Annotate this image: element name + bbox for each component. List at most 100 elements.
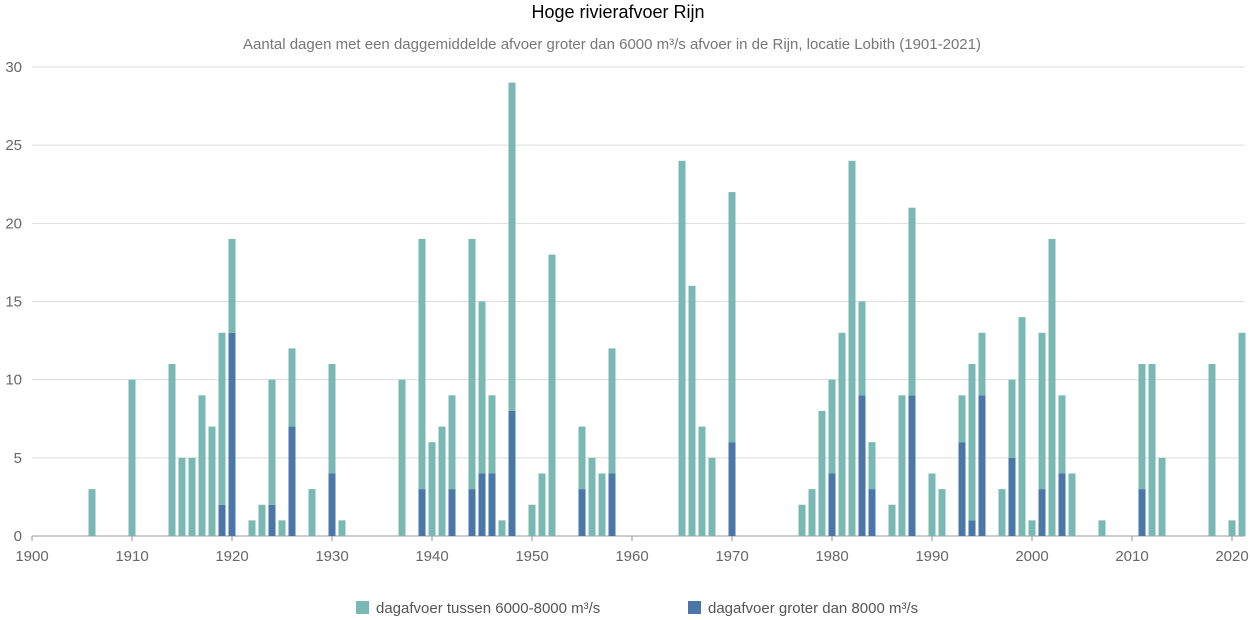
bar-above-8000-1984[interactable] bbox=[868, 489, 876, 536]
bar-above-8000-1924[interactable] bbox=[268, 504, 276, 536]
bar-6000-8000-1955[interactable] bbox=[578, 426, 586, 490]
bar-6000-8000-1995[interactable] bbox=[978, 332, 986, 396]
bar-above-8000-1919[interactable] bbox=[218, 504, 226, 536]
bar-6000-8000-1984[interactable] bbox=[868, 442, 876, 490]
bar-6000-8000-1923[interactable] bbox=[258, 504, 266, 536]
bar-6000-8000-2001[interactable] bbox=[1038, 332, 1046, 490]
bar-6000-8000-1939[interactable] bbox=[418, 238, 426, 490]
bar-6000-8000-1925[interactable] bbox=[278, 520, 286, 536]
bar-6000-8000-1930[interactable] bbox=[328, 364, 336, 474]
bar-6000-8000-1917[interactable] bbox=[198, 395, 206, 536]
bar-above-8000-1926[interactable] bbox=[288, 426, 296, 536]
bar-6000-8000-1979[interactable] bbox=[818, 410, 826, 536]
bar-6000-8000-1916[interactable] bbox=[188, 457, 196, 536]
bar-6000-8000-1951[interactable] bbox=[538, 473, 546, 536]
bar-6000-8000-1980[interactable] bbox=[828, 379, 836, 474]
bar-6000-8000-1987[interactable] bbox=[898, 395, 906, 536]
bar-6000-8000-1957[interactable] bbox=[598, 473, 606, 536]
bar-6000-8000-1948[interactable] bbox=[508, 82, 516, 411]
bar-above-8000-1955[interactable] bbox=[578, 489, 586, 536]
bar-6000-8000-1942[interactable] bbox=[448, 395, 456, 490]
bar-6000-8000-2013[interactable] bbox=[1158, 457, 1166, 536]
bar-6000-8000-1982[interactable] bbox=[848, 160, 856, 537]
bar-6000-8000-1977[interactable] bbox=[798, 504, 806, 536]
bar-above-8000-1980[interactable] bbox=[828, 473, 836, 536]
bar-6000-8000-1991[interactable] bbox=[938, 489, 946, 536]
bar-6000-8000-1919[interactable] bbox=[218, 332, 226, 505]
bar-6000-8000-2021[interactable] bbox=[1238, 332, 1246, 536]
bar-6000-8000-1931[interactable] bbox=[338, 520, 346, 536]
bar-6000-8000-1940[interactable] bbox=[428, 442, 436, 536]
bar-6000-8000-2002[interactable] bbox=[1048, 238, 1056, 536]
bar-above-8000-1945[interactable] bbox=[478, 473, 486, 536]
bar-above-8000-2003[interactable] bbox=[1058, 473, 1066, 536]
bar-6000-8000-1990[interactable] bbox=[928, 473, 936, 536]
bar-above-8000-1983[interactable] bbox=[858, 395, 866, 536]
legend-label-above[interactable]: dagafvoer groter dan 8000 m³/s bbox=[708, 600, 918, 617]
bar-6000-8000-1967[interactable] bbox=[698, 426, 706, 536]
bar-6000-8000-1910[interactable] bbox=[128, 379, 136, 536]
bar-6000-8000-1941[interactable] bbox=[438, 426, 446, 536]
bar-6000-8000-2003[interactable] bbox=[1058, 395, 1066, 474]
bar-6000-8000-1966[interactable] bbox=[688, 285, 696, 536]
bar-6000-8000-2004[interactable] bbox=[1068, 473, 1076, 536]
legend-swatch-between[interactable] bbox=[356, 601, 369, 614]
bar-6000-8000-1978[interactable] bbox=[808, 489, 816, 536]
bar-above-8000-1944[interactable] bbox=[468, 489, 476, 536]
bar-above-8000-1998[interactable] bbox=[1008, 457, 1016, 536]
bar-6000-8000-2020[interactable] bbox=[1228, 520, 1236, 536]
bar-6000-8000-2018[interactable] bbox=[1208, 364, 1216, 536]
bar-6000-8000-1965[interactable] bbox=[678, 160, 686, 537]
bar-above-8000-1995[interactable] bbox=[978, 395, 986, 536]
bar-6000-8000-1958[interactable] bbox=[608, 348, 616, 474]
bar-6000-8000-1914[interactable] bbox=[168, 364, 176, 536]
bar-6000-8000-1970[interactable] bbox=[728, 192, 736, 443]
bar-6000-8000-1944[interactable] bbox=[468, 238, 476, 490]
bar-6000-8000-1922[interactable] bbox=[248, 520, 256, 536]
bar-6000-8000-1999[interactable] bbox=[1018, 317, 1026, 536]
bar-above-8000-1942[interactable] bbox=[448, 489, 456, 536]
bar-6000-8000-2007[interactable] bbox=[1098, 520, 1106, 536]
bar-6000-8000-1994[interactable] bbox=[968, 364, 976, 521]
bar-above-8000-1988[interactable] bbox=[908, 395, 916, 536]
bar-6000-8000-1920[interactable] bbox=[228, 238, 236, 333]
legend-swatch-above[interactable] bbox=[688, 601, 701, 614]
x-tick-label: 1930 bbox=[315, 548, 348, 565]
bar-6000-8000-2000[interactable] bbox=[1028, 520, 1036, 536]
bar-above-8000-1993[interactable] bbox=[958, 442, 966, 536]
bar-6000-8000-1947[interactable] bbox=[498, 520, 506, 536]
bar-6000-8000-1937[interactable] bbox=[398, 379, 406, 536]
bar-above-8000-1948[interactable] bbox=[508, 410, 516, 536]
bar-6000-8000-1952[interactable] bbox=[548, 254, 556, 536]
bar-above-8000-1920[interactable] bbox=[228, 332, 236, 536]
bar-above-8000-1939[interactable] bbox=[418, 489, 426, 536]
bar-6000-8000-1918[interactable] bbox=[208, 426, 216, 536]
bar-6000-8000-1915[interactable] bbox=[178, 457, 186, 536]
bar-6000-8000-1956[interactable] bbox=[588, 457, 596, 536]
bar-6000-8000-1981[interactable] bbox=[838, 332, 846, 536]
bar-6000-8000-1928[interactable] bbox=[308, 489, 316, 536]
bar-6000-8000-1998[interactable] bbox=[1008, 379, 1016, 458]
bar-above-8000-2001[interactable] bbox=[1038, 489, 1046, 536]
legend-label-between[interactable]: dagafvoer tussen 6000-8000 m³/s bbox=[376, 600, 600, 617]
bar-above-8000-1958[interactable] bbox=[608, 473, 616, 536]
bar-6000-8000-2012[interactable] bbox=[1148, 364, 1156, 536]
bar-6000-8000-1946[interactable] bbox=[488, 395, 496, 474]
bar-6000-8000-1997[interactable] bbox=[998, 489, 1006, 536]
bar-6000-8000-1986[interactable] bbox=[888, 504, 896, 536]
bar-above-8000-1994[interactable] bbox=[968, 520, 976, 536]
bar-6000-8000-2011[interactable] bbox=[1138, 364, 1146, 490]
bar-6000-8000-1988[interactable] bbox=[908, 207, 916, 396]
bar-6000-8000-1983[interactable] bbox=[858, 301, 866, 396]
bar-6000-8000-1945[interactable] bbox=[478, 301, 486, 474]
bar-above-8000-1970[interactable] bbox=[728, 442, 736, 536]
bar-6000-8000-1968[interactable] bbox=[708, 457, 716, 536]
bar-6000-8000-1906[interactable] bbox=[88, 489, 96, 536]
bar-above-8000-1946[interactable] bbox=[488, 473, 496, 536]
bar-above-8000-2011[interactable] bbox=[1138, 489, 1146, 536]
bar-above-8000-1930[interactable] bbox=[328, 473, 336, 536]
bar-6000-8000-1924[interactable] bbox=[268, 379, 276, 505]
bar-6000-8000-1993[interactable] bbox=[958, 395, 966, 443]
bar-6000-8000-1950[interactable] bbox=[528, 504, 536, 536]
bar-6000-8000-1926[interactable] bbox=[288, 348, 296, 427]
